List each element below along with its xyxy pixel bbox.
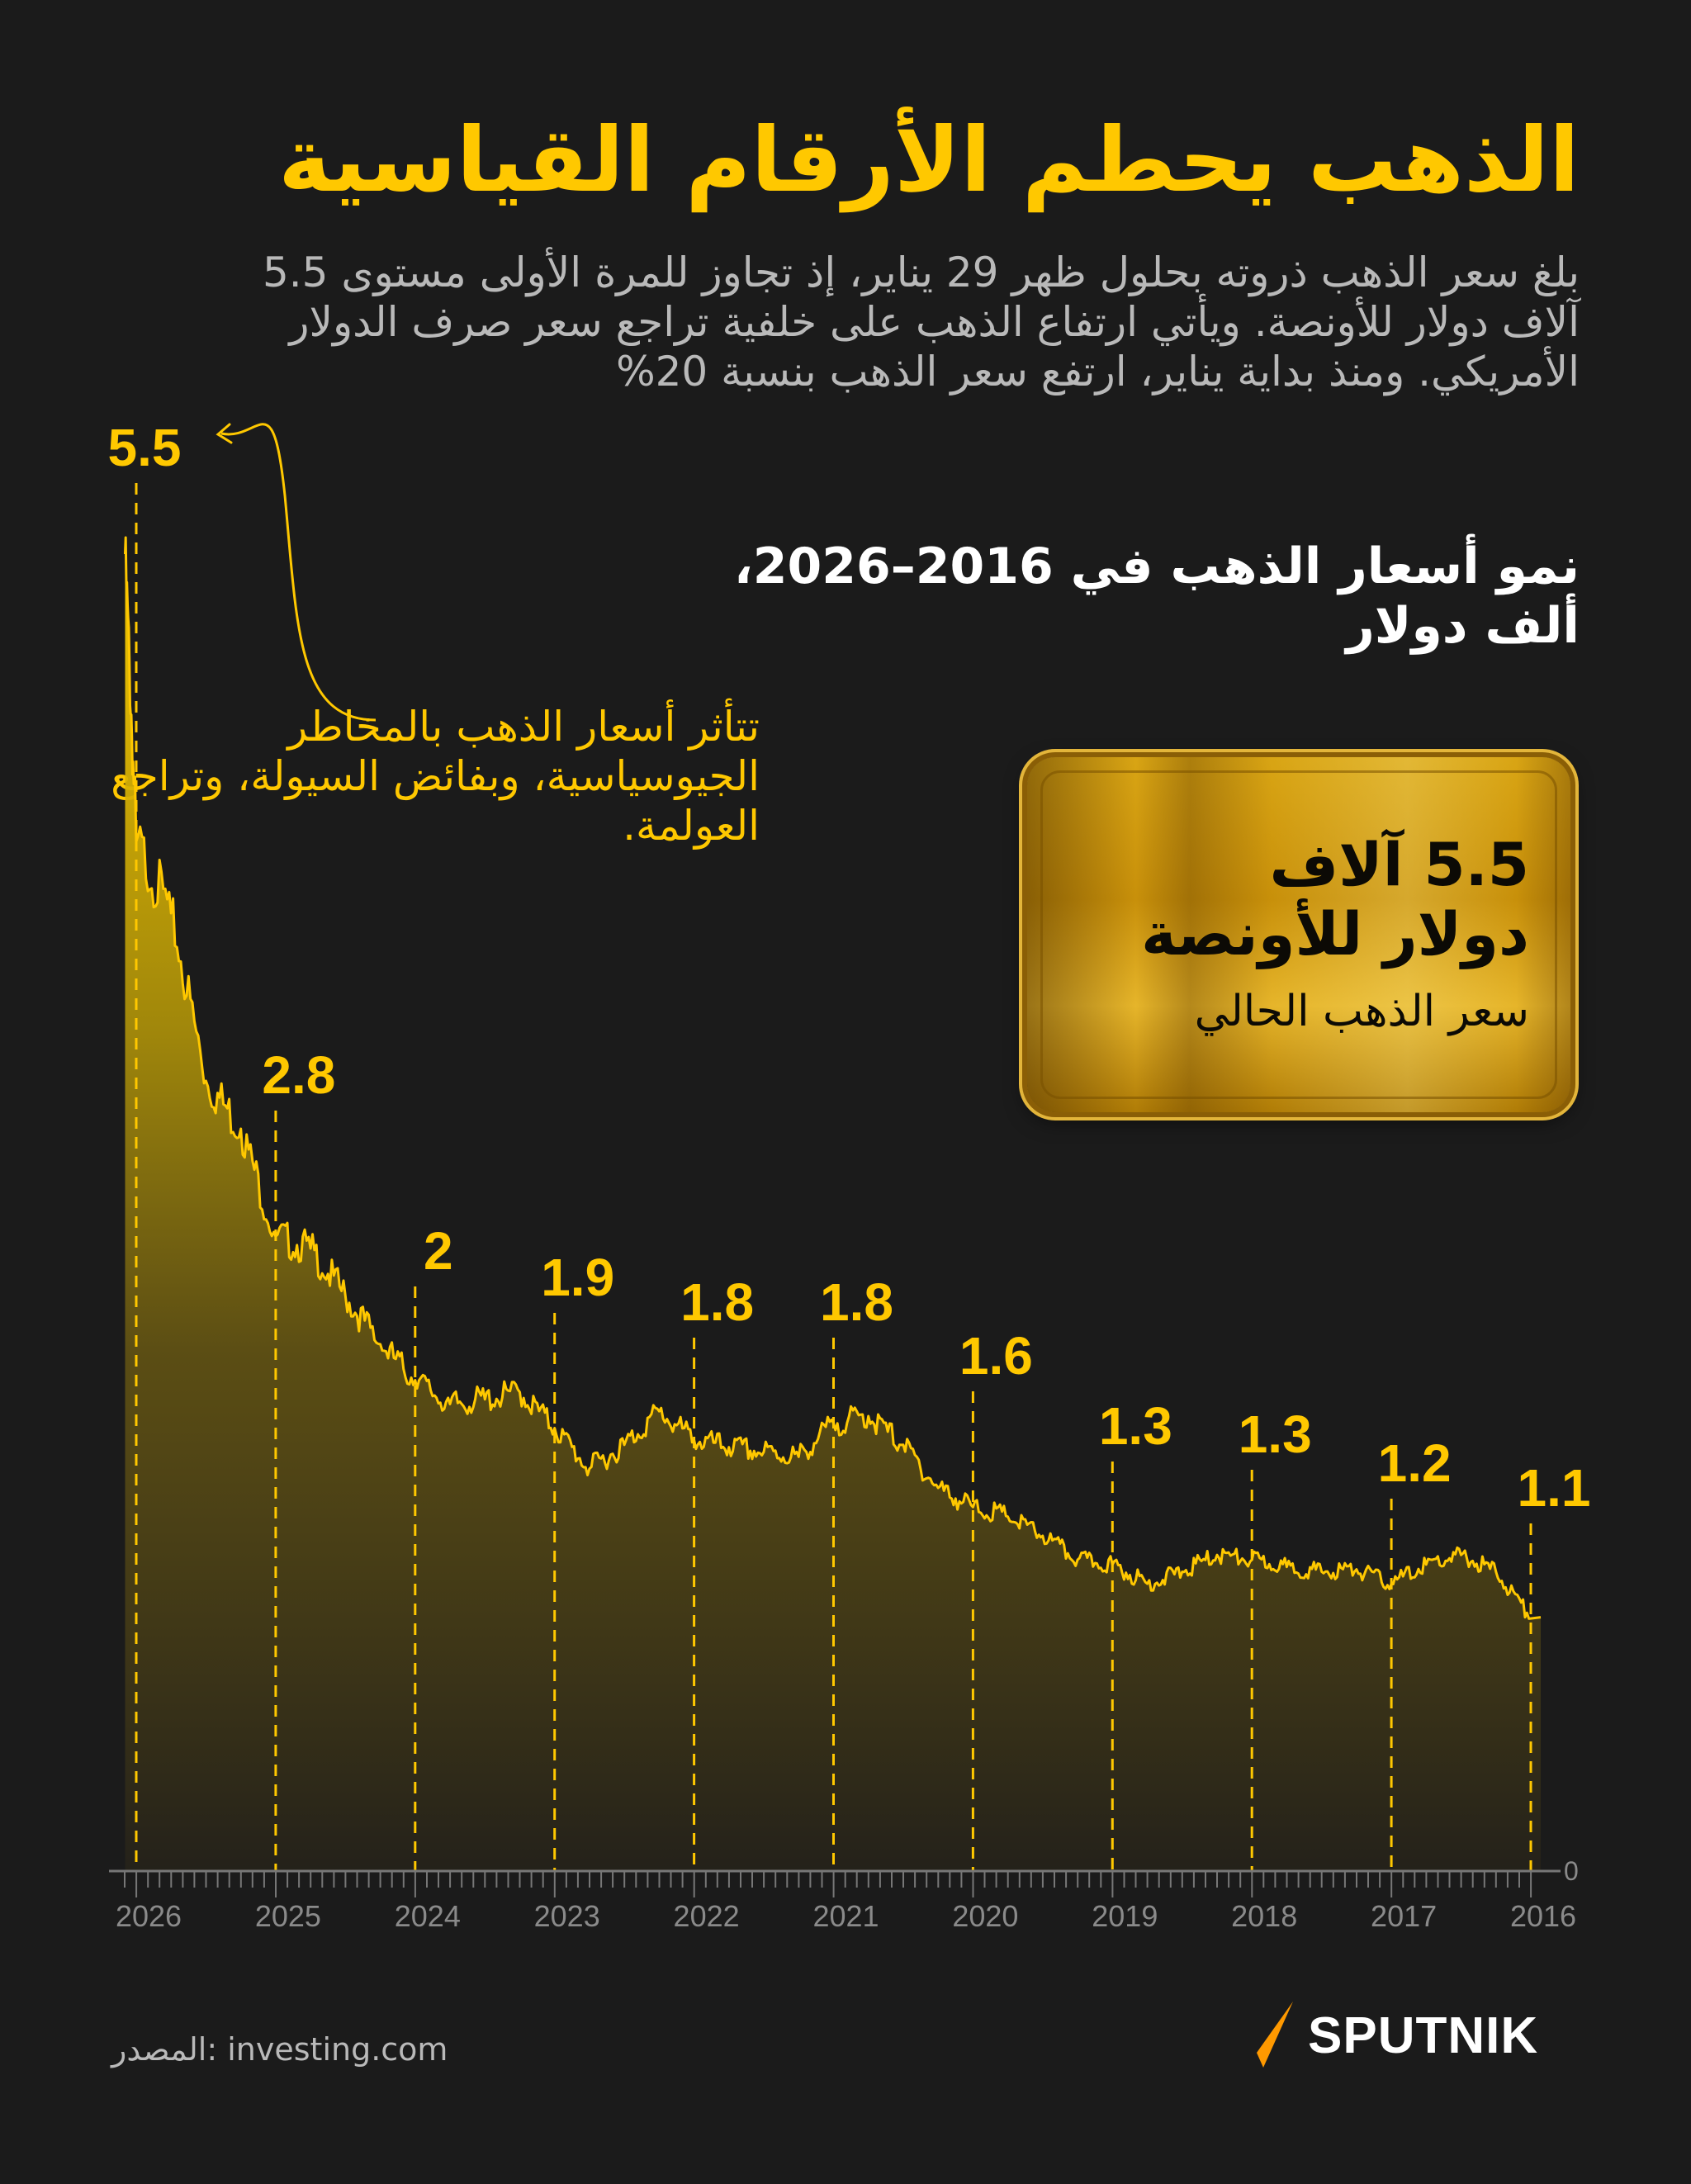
x-axis-label-2023: 2023 <box>533 1899 600 1933</box>
price-line <box>124 536 1542 1620</box>
gold-bar-unit: دولار للأونصة <box>1141 899 1529 969</box>
x-axis-label-2016: 2016 <box>1509 1899 1577 1933</box>
x-axis-label-2024: 2024 <box>394 1899 461 1933</box>
x-axis-label-2019: 2019 <box>1092 1899 1158 1933</box>
chart-title: نمو أسعار الذهب في 2016–2026، ألف دولار <box>734 537 1580 656</box>
annotation-arrow <box>220 423 377 722</box>
sputnik-logo-text: SPUTNIK <box>1308 2006 1539 2064</box>
value-label-2017: 1.2 <box>1377 1433 1452 1493</box>
gold-bar-border <box>1040 770 1557 1099</box>
chart-title-line1: نمو أسعار الذهب في 2016–2026، <box>733 538 1580 595</box>
value-label-2025: 2.8 <box>262 1045 336 1105</box>
source-credit: المصدر: investing.com <box>111 2031 448 2068</box>
value-label-2024: 2 <box>424 1221 453 1281</box>
sputnik-logo-icon <box>1257 2002 1293 2068</box>
x-axis-ticks <box>124 1871 1532 1897</box>
y-axis-zero-label: 0 <box>1564 1856 1579 1886</box>
page-title: الذهب يحطم الأرقام القياسية <box>277 109 1580 212</box>
x-axis-label-2022: 2022 <box>673 1899 740 1933</box>
x-axis-label-2026: 2026 <box>115 1899 182 1933</box>
x-axis-label-2025: 2025 <box>254 1899 321 1933</box>
area-fill <box>125 538 1541 1871</box>
value-label-2020: 1.6 <box>959 1326 1033 1386</box>
intro-paragraph: بلغ سعر الذهب ذروته بحلول ظهر 29 يناير، … <box>262 249 1580 396</box>
x-axis-label-2021: 2021 <box>812 1899 879 1933</box>
gold-bar-callout: 5.5 آلاف دولار للأونصة سعر الذهب الحالي <box>1027 757 1570 1112</box>
value-label-2023: 1.9 <box>541 1248 615 1307</box>
value-label-2026: 5.5 <box>107 418 182 477</box>
value-label-2021: 1.8 <box>820 1272 893 1332</box>
x-axis-label-2018: 2018 <box>1231 1899 1298 1933</box>
value-label-2022: 1.8 <box>680 1272 755 1332</box>
value-label-2019: 1.3 <box>1098 1396 1172 1456</box>
arrow-head-icon <box>216 423 233 444</box>
value-label-2018: 1.3 <box>1238 1405 1312 1464</box>
x-axis-label-2020: 2020 <box>952 1899 1019 1933</box>
gold-bar-caption: سعر الذهب الحالي <box>1194 987 1529 1036</box>
year-markers <box>135 483 1532 1871</box>
value-label-2016: 1.1 <box>1517 1458 1591 1518</box>
gold-bar-price: 5.5 آلاف <box>1269 830 1529 899</box>
annotation-text: تتأثر أسعار الذهب بالمخاطر الجيوسياسية، … <box>111 703 760 850</box>
x-axis-label-2017: 2017 <box>1371 1899 1438 1933</box>
chart-title-line2: ألف دولار <box>1346 597 1580 655</box>
sputnik-logo[interactable]: SPUTNIK <box>1245 2002 1538 2069</box>
